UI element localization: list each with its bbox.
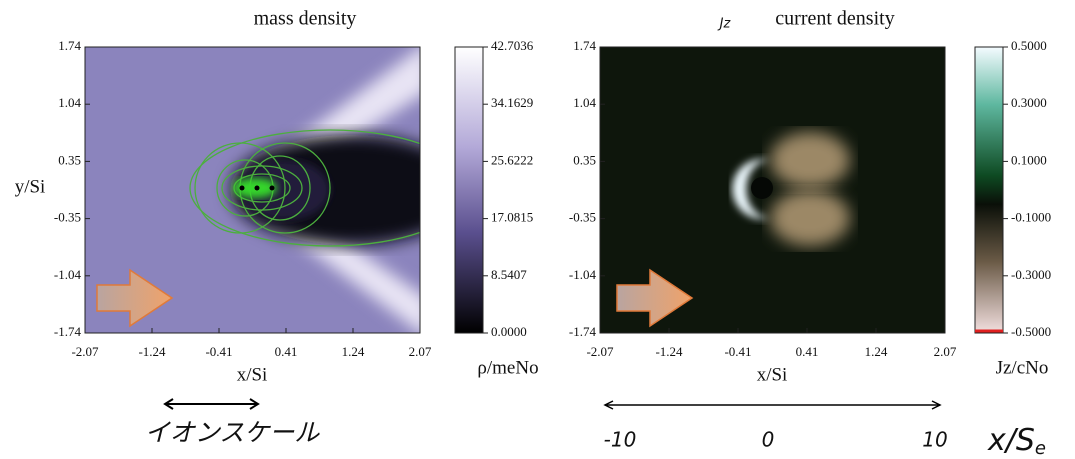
y-tick-label: 1.04 xyxy=(573,95,596,110)
colorbar xyxy=(974,46,1004,334)
y-tick-label: -1.74 xyxy=(569,324,597,339)
colorbar-tick-label: 8.5407 xyxy=(491,267,527,282)
mass-density-map xyxy=(85,47,420,333)
colorbar-tick-label: 0.5000 xyxy=(1011,38,1047,53)
ion-scale-arrow xyxy=(163,398,260,410)
x-tick-label: 1.24 xyxy=(342,344,365,359)
scale-label: x/Se xyxy=(987,423,1046,459)
x-tick-label: 0.41 xyxy=(275,344,298,359)
panel-title: mass density xyxy=(254,8,357,30)
y-tick-label: -1.04 xyxy=(569,267,597,282)
colorbar-tick-label: 25.6222 xyxy=(491,152,533,167)
x-axis-label: x/Si xyxy=(237,364,268,385)
colorbar-label: ρ/meNo xyxy=(477,357,538,378)
colorbar-tick-label: 0.1000 xyxy=(1011,152,1047,167)
scale-arrow xyxy=(603,400,942,410)
y-tick-label: -1.74 xyxy=(54,324,82,339)
current-density-map xyxy=(600,47,945,333)
x-tick-label: -1.24 xyxy=(655,344,683,359)
colorbar xyxy=(454,46,484,334)
colorbar-tick-label: 0.0000 xyxy=(491,324,527,339)
panel-title-symbol: Jz xyxy=(717,17,732,32)
colorbar-tick-label: 34.1629 xyxy=(491,95,533,110)
colorbar-label: Jz/cNo xyxy=(996,357,1049,378)
colorbar-tick-label: 17.0815 xyxy=(491,210,533,225)
plot-frame xyxy=(84,46,421,334)
colorbar-tick-label: -0.3000 xyxy=(1011,267,1051,282)
colorbar-tick-label: -0.1000 xyxy=(1011,210,1051,225)
y-tick-label: -0.35 xyxy=(569,210,596,225)
y-axis-label: y/Si xyxy=(15,176,46,197)
colorbar-tick-label: -0.5000 xyxy=(1011,324,1051,339)
x-tick-label: 2.07 xyxy=(409,344,432,359)
y-tick-label: 1.74 xyxy=(58,38,81,53)
scale-tick-label: 10 xyxy=(922,428,947,452)
colorbar-tick-label: 42.7036 xyxy=(491,38,534,53)
plot-frame xyxy=(599,46,946,334)
x-tick-label: 2.07 xyxy=(934,344,957,359)
scale-tick-label: 0 xyxy=(762,428,775,452)
x-tick-label: 1.24 xyxy=(865,344,888,359)
x-tick-label: -0.41 xyxy=(724,344,751,359)
x-tick-label: 0.41 xyxy=(796,344,819,359)
x-tick-label: -2.07 xyxy=(71,344,99,359)
x-tick-label: -2.07 xyxy=(586,344,614,359)
x-tick-label: -1.24 xyxy=(138,344,166,359)
panel-title: current density xyxy=(775,8,894,30)
x-axis-label: x/Si xyxy=(757,364,788,385)
colorbar-tick-label: 0.3000 xyxy=(1011,95,1047,110)
ion-scale-label: イオンスケール xyxy=(145,418,321,447)
y-tick-label: 0.35 xyxy=(573,152,596,167)
y-tick-label: 0.35 xyxy=(58,152,81,167)
x-tick-label: -0.41 xyxy=(205,344,232,359)
y-tick-label: 1.74 xyxy=(573,38,596,53)
y-tick-label: -1.04 xyxy=(54,267,82,282)
y-tick-label: -0.35 xyxy=(54,210,81,225)
scale-tick-label: -10 xyxy=(604,428,637,452)
y-tick-label: 1.04 xyxy=(58,95,81,110)
